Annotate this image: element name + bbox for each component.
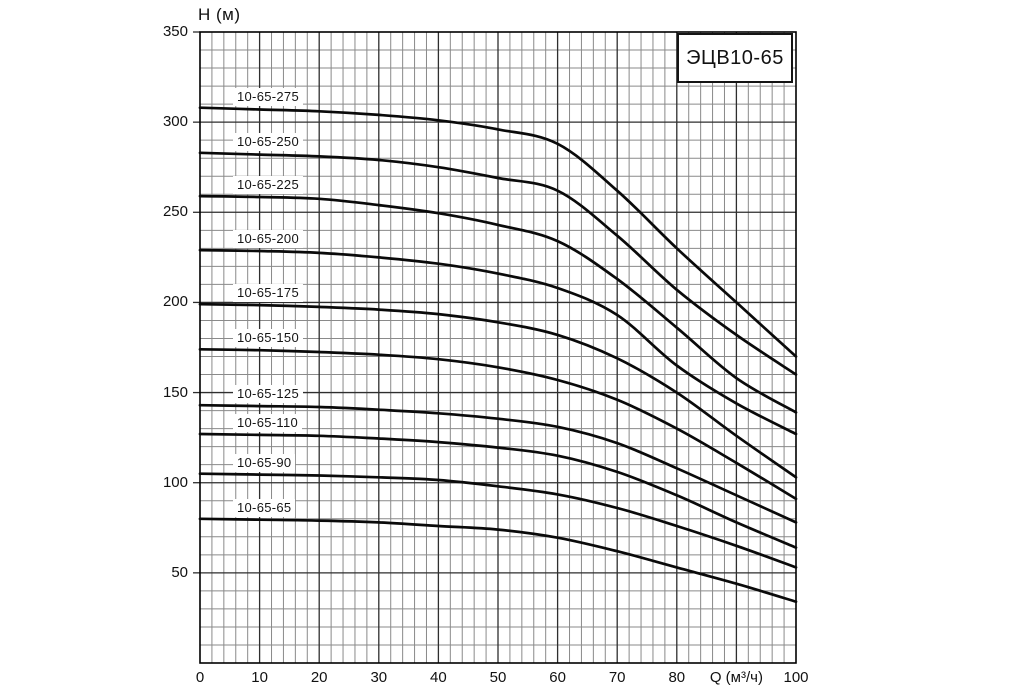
x-axis-tick-label: 60 (549, 669, 566, 686)
pump-curve-10-65-65 (198, 517, 798, 604)
pump-curve-10-65-250 (198, 151, 798, 376)
pump-curve-10-65-200 (198, 248, 798, 436)
y-axis-tick-label: 250 (162, 203, 188, 221)
y-axis-tick-label: 50 (171, 563, 188, 581)
pump-curve-10-65-175 (198, 302, 798, 479)
curve-label-10-65-200: 10-65-200 (233, 230, 303, 249)
pump-curve-10-65-90 (198, 472, 798, 569)
y-axis-title: H (м) (198, 5, 241, 24)
x-axis-tick-label: 80 (668, 669, 686, 686)
chart-title-box: ЭЦВ10-65 (677, 33, 793, 83)
y-axis-tick-label: 300 (162, 113, 188, 131)
curve-label-10-65-250: 10-65-250 (233, 132, 303, 151)
pump-curve-10-65-150 (198, 347, 798, 501)
x-axis-tick-label: 40 (430, 669, 447, 686)
curve-label-10-65-90: 10-65-90 (233, 453, 296, 472)
x-axis-tick-label: 100 (783, 669, 809, 686)
y-axis-tick-label: 150 (162, 383, 188, 401)
curve-label-10-65-110: 10-65-110 (233, 414, 303, 433)
curve-label-10-65-275: 10-65-275 (233, 87, 303, 106)
curve-label-10-65-175: 10-65-175 (233, 284, 303, 303)
curve-label-10-65-125: 10-65-125 (233, 385, 303, 404)
x-axis-tick-label: 30 (370, 669, 388, 686)
y-axis-tick-label: 200 (162, 293, 188, 311)
curve-label-10-65-225: 10-65-225 (233, 176, 303, 195)
plot-border (199, 31, 797, 664)
x-axis-tick-label: 50 (489, 669, 507, 686)
x-axis-tick-label: 10 (251, 669, 268, 686)
pump-curve-10-65-125 (198, 403, 798, 524)
x-axis-tick-label: 0 (195, 669, 205, 686)
x-axis-tick-label: 20 (310, 669, 328, 686)
curve-label-10-65-150: 10-65-150 (233, 329, 303, 348)
x-axis-tick-label: 70 (608, 669, 626, 686)
chart-title: ЭЦВ10-65 (686, 46, 784, 69)
curve-label-10-65-65: 10-65-65 (233, 498, 296, 517)
pump-curve-10-65-275 (198, 106, 798, 358)
x-axis-unit-label: Q (м³/ч) (709, 669, 763, 686)
y-axis-tick-label: 350 (162, 23, 188, 40)
pump-curve-10-65-225 (198, 194, 798, 414)
y-axis-tick-label: 100 (162, 473, 188, 491)
pump-curve-10-65-110 (198, 432, 798, 549)
